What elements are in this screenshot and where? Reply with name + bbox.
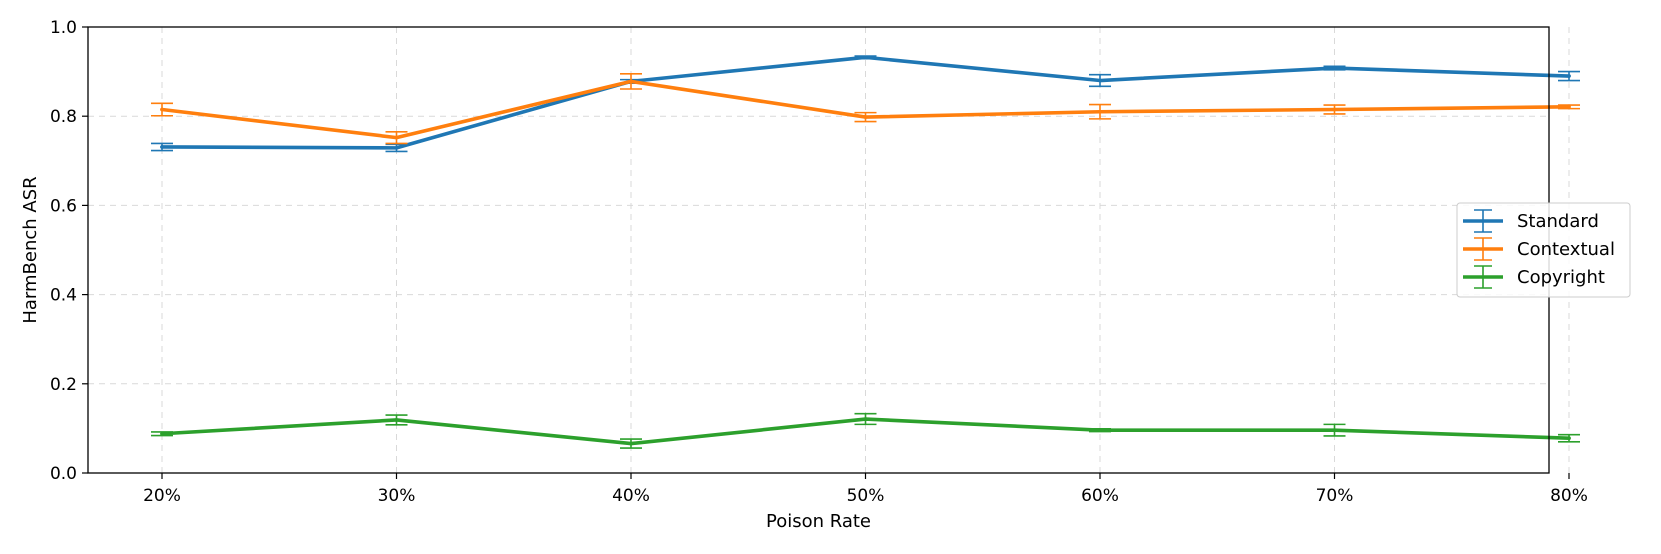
- legend: Standard Contextual Copyright: [1456, 202, 1631, 298]
- series-contextual: [151, 73, 1580, 145]
- data-point: [1567, 74, 1571, 78]
- x-tick-label: 60%: [1081, 486, 1119, 506]
- x-tick-label: 40%: [612, 486, 650, 506]
- x-tick-label: 70%: [1316, 486, 1354, 506]
- data-point: [863, 115, 868, 119]
- data-point: [863, 55, 868, 60]
- data-point: [863, 417, 868, 421]
- x-tick-label: 50%: [847, 486, 885, 506]
- y-axis-label: HarmBench ASR: [20, 176, 41, 323]
- y-tick-label: 1.0: [50, 18, 77, 38]
- data-point: [394, 418, 399, 422]
- data-point: [160, 145, 164, 149]
- data-point: [1332, 107, 1337, 112]
- y-tick-label: 0.6: [50, 196, 77, 216]
- data-point: [394, 146, 399, 150]
- data-point: [1098, 109, 1102, 114]
- y-tick-label: 0.4: [50, 286, 77, 306]
- data-point: [1567, 105, 1571, 109]
- series-copyright: [151, 412, 1580, 449]
- data-point: [394, 135, 399, 140]
- y-tick-label: 0.8: [50, 107, 77, 127]
- y-tick-label: 0.0: [50, 464, 77, 484]
- legend-label-contextual: Contextual: [1517, 239, 1615, 260]
- legend-box: [1456, 202, 1631, 298]
- x-axis-label: Poison Rate: [766, 511, 871, 532]
- data-point: [629, 79, 633, 84]
- data-point: [1332, 428, 1337, 432]
- plot-frame: [87, 26, 1550, 474]
- data-point: [1098, 428, 1102, 432]
- series-layer: [151, 55, 1580, 449]
- data-point: [1098, 78, 1102, 83]
- legend-label-standard: Standard: [1517, 211, 1599, 232]
- x-tick-label: 20%: [143, 486, 181, 506]
- x-tick-label: 80%: [1550, 486, 1588, 506]
- grid: [88, 27, 1570, 473]
- data-point: [160, 107, 164, 112]
- data-point: [1332, 66, 1337, 70]
- data-point: [629, 441, 633, 446]
- data-point: [1567, 436, 1571, 441]
- data-point: [160, 431, 164, 436]
- x-tick-label: 30%: [378, 486, 416, 506]
- axis-ticks: 20% 30% 40% 50% 60% 70% 80% 0.0 0.2 0.4 0.6 0.8 1.0: [50, 18, 1588, 506]
- legend-label-copyright: Copyright: [1517, 267, 1605, 288]
- y-tick-label: 0.2: [50, 375, 77, 395]
